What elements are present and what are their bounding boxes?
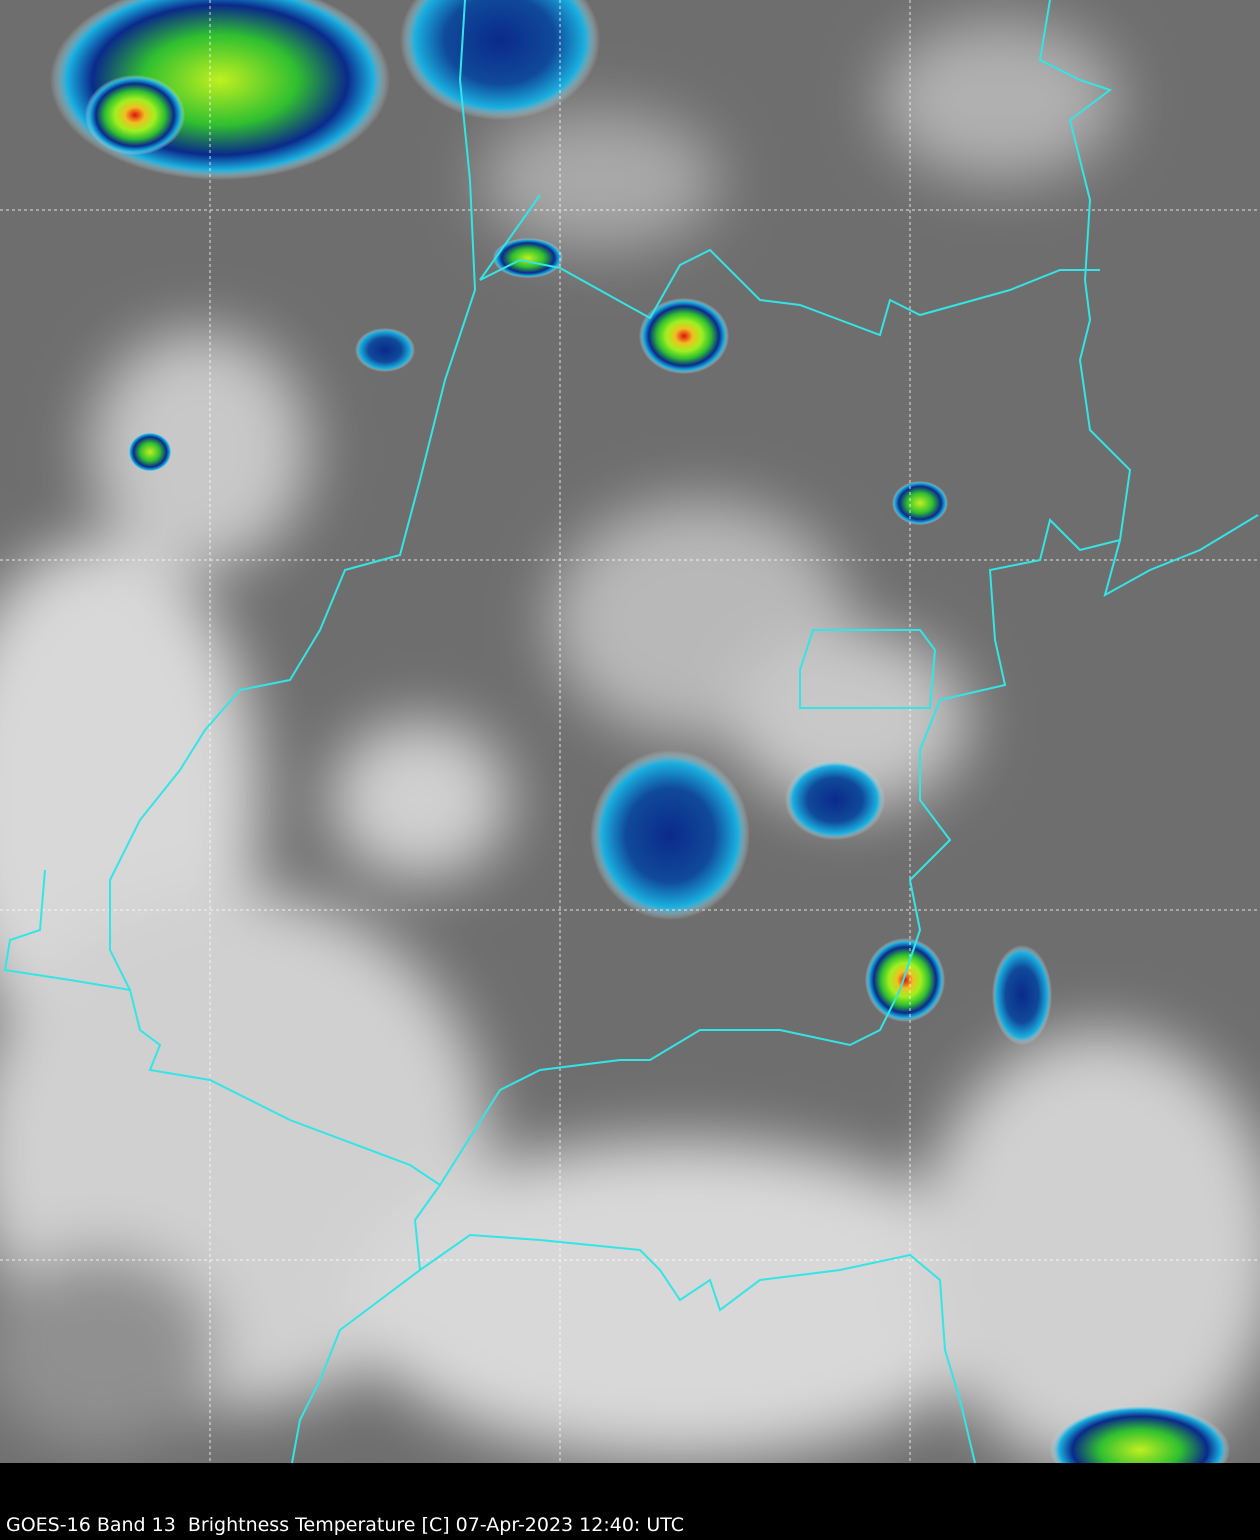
satellite-map (0, 0, 1260, 1463)
cold-cloud-tops (50, 0, 1230, 1463)
boundaries (3, 0, 1259, 1463)
image-caption: GOES-16 Band 13 Brightness Temperature [… (6, 1514, 685, 1536)
gridlines (0, 0, 1260, 1463)
